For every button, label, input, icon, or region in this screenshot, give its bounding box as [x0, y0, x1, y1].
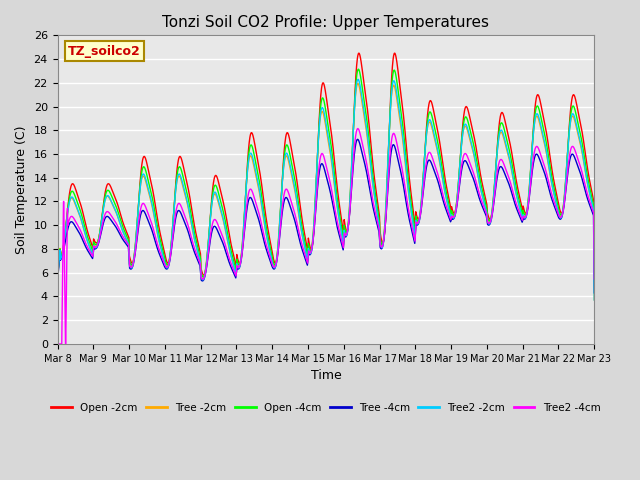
- Open -4cm: [543, 144, 551, 150]
- Open -2cm: [391, 50, 399, 56]
- Open -4cm: [355, 66, 362, 72]
- Tree -2cm: [354, 81, 362, 86]
- Tree2 -4cm: [54, 341, 61, 347]
- Open -4cm: [204, 253, 211, 259]
- Tree -2cm: [482, 206, 490, 212]
- Tree -2cm: [543, 154, 551, 159]
- Open -2cm: [54, 275, 61, 280]
- Line: Tree -4cm: Tree -4cm: [58, 139, 595, 293]
- Tree -4cm: [353, 137, 361, 143]
- Line: Tree2 -2cm: Tree2 -2cm: [58, 79, 595, 300]
- Tree -4cm: [482, 212, 490, 218]
- Open -4cm: [591, 273, 598, 279]
- Tree2 -2cm: [204, 253, 211, 259]
- Tree2 -2cm: [54, 276, 61, 281]
- Tree -4cm: [543, 179, 551, 184]
- Legend: Open -2cm, Tree -2cm, Open -4cm, Tree -4cm, Tree2 -2cm, Tree2 -4cm: Open -2cm, Tree -2cm, Open -4cm, Tree -4…: [47, 398, 605, 417]
- Tree2 -4cm: [482, 209, 490, 215]
- X-axis label: Time: Time: [310, 369, 341, 382]
- Line: Open -2cm: Open -2cm: [58, 53, 595, 277]
- Open -4cm: [54, 275, 61, 280]
- Tree -2cm: [591, 297, 598, 303]
- Tree2 -2cm: [355, 76, 362, 82]
- Tree2 -2cm: [543, 152, 551, 157]
- Open -4cm: [558, 211, 566, 217]
- Tree2 -4cm: [558, 213, 566, 218]
- Tree2 -4cm: [354, 126, 362, 132]
- Open -2cm: [341, 223, 349, 229]
- Open -2cm: [482, 197, 490, 203]
- Tree2 -4cm: [341, 232, 349, 238]
- Tree -2cm: [341, 231, 349, 237]
- Tree2 -4cm: [591, 276, 598, 282]
- Line: Tree2 -4cm: Tree2 -4cm: [58, 129, 595, 344]
- Tree -4cm: [341, 234, 349, 240]
- Tree2 -4cm: [543, 172, 551, 178]
- Title: Tonzi Soil CO2 Profile: Upper Temperatures: Tonzi Soil CO2 Profile: Upper Temperatur…: [163, 15, 490, 30]
- Open -2cm: [591, 271, 598, 276]
- Open -4cm: [353, 72, 361, 77]
- Open -4cm: [341, 228, 349, 233]
- Tree2 -2cm: [558, 213, 566, 219]
- Tree -4cm: [558, 214, 566, 219]
- Tree -4cm: [204, 260, 211, 266]
- Open -4cm: [482, 202, 490, 208]
- Tree -2cm: [558, 211, 566, 217]
- Text: TZ_soilco2: TZ_soilco2: [68, 45, 141, 58]
- Tree2 -4cm: [353, 127, 361, 133]
- Tree -4cm: [54, 277, 61, 283]
- Y-axis label: Soil Temperature (C): Soil Temperature (C): [15, 125, 28, 254]
- Line: Open -4cm: Open -4cm: [58, 69, 595, 277]
- Open -2cm: [353, 60, 361, 66]
- Open -2cm: [558, 210, 566, 216]
- Tree2 -4cm: [204, 259, 211, 264]
- Tree -2cm: [353, 83, 361, 88]
- Tree2 -2cm: [341, 232, 349, 238]
- Tree2 -2cm: [482, 207, 490, 213]
- Open -2cm: [543, 133, 551, 139]
- Tree -2cm: [204, 252, 211, 257]
- Line: Tree -2cm: Tree -2cm: [58, 84, 595, 300]
- Open -2cm: [204, 255, 211, 261]
- Tree -2cm: [54, 274, 61, 280]
- Tree -4cm: [591, 290, 598, 296]
- Tree -4cm: [354, 136, 362, 142]
- Tree2 -2cm: [591, 297, 598, 303]
- Tree2 -2cm: [353, 80, 361, 85]
